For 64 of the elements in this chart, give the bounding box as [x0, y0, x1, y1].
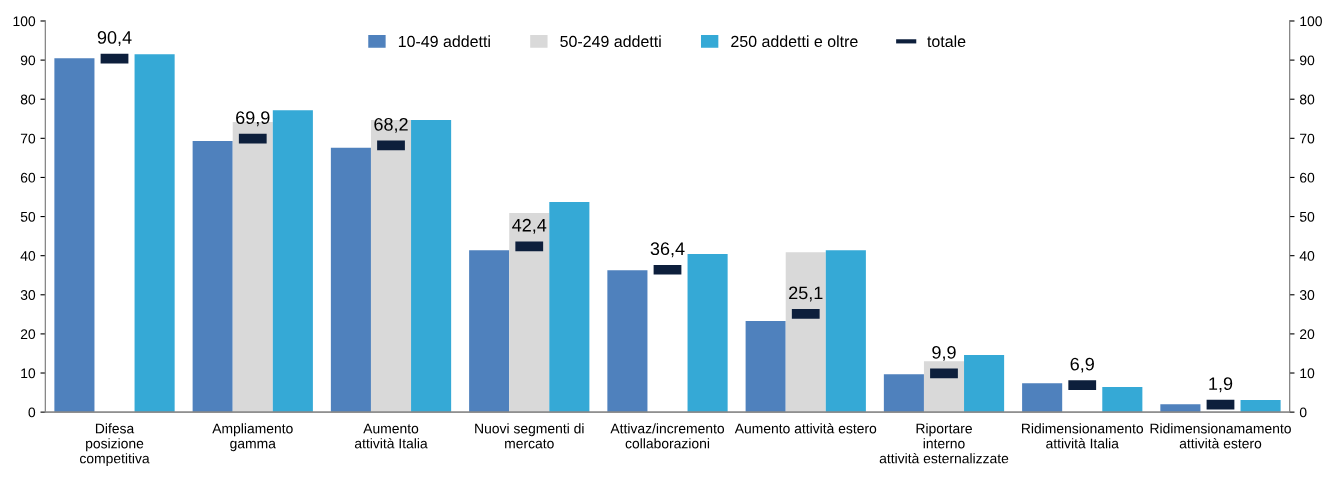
bar [745, 320, 786, 413]
data-label: 9,9 [932, 345, 956, 361]
x-tick-label: Nuovi segmenti di mercato [475, 423, 584, 449]
data-label: 6,9 [1070, 357, 1094, 373]
y-tick-label: 50 [20, 211, 36, 222]
bar [411, 119, 452, 413]
x-tick-label: Attivaz/incremento collaborazioni [610, 423, 725, 449]
y2-tick-label: 70 [1300, 133, 1315, 144]
bar [192, 141, 233, 413]
bar [825, 250, 866, 413]
y-tick-label: 60 [20, 172, 36, 183]
legend-label: 50-249 addetti [560, 35, 661, 48]
bar [549, 202, 590, 413]
x-tick-label: Aumento attività estero [734, 423, 877, 434]
legend-label: 250 addetti e oltre [731, 35, 858, 48]
y-tick-label: 20 [20, 329, 36, 340]
bar [607, 270, 648, 413]
y-tick-label: 90 [20, 55, 36, 66]
y2-tick-label: 60 [1300, 172, 1315, 183]
y2-tick-label: 50 [1299, 211, 1315, 222]
bar [272, 110, 313, 413]
y-tick-label: 100 [13, 16, 36, 27]
y2-tick-label: 40 [1299, 251, 1315, 261]
data-label: 25,1 [789, 286, 823, 302]
data-label: 42,4 [512, 218, 547, 234]
bar [964, 355, 1005, 413]
x-tick-label: Ampliamento gamma [212, 423, 293, 452]
data-label: 90,4 [97, 31, 132, 46]
x-tick-label: Ridimensionamamento attività estero [1150, 423, 1291, 449]
y-tick-label: 0 [28, 407, 36, 418]
data-label: 36,4 [650, 242, 685, 258]
x-tick-label: Ridimensionamento attività Italia [1022, 423, 1144, 449]
legend-label: 10-49 addetti [398, 35, 490, 48]
y-tick-label: 30 [20, 290, 36, 300]
data-label: 69,9 [236, 111, 270, 127]
legend-label: totale [927, 35, 966, 48]
bar [1240, 400, 1281, 413]
y2-tick-label: 20 [1300, 329, 1315, 340]
bar [785, 252, 826, 413]
y-tick-label: 10 [21, 368, 36, 379]
bar [370, 119, 412, 413]
y2-tick-label: 10 [1300, 368, 1315, 379]
y2-tick-label: 100 [1300, 16, 1322, 27]
bar [883, 374, 924, 413]
y2-tick-label: 90 [1299, 55, 1315, 66]
y-tick-label: 80 [20, 94, 36, 105]
y-tick-label: 40 [20, 251, 36, 261]
bar [469, 250, 510, 413]
y-tick-label: 70 [20, 133, 36, 144]
bar [54, 58, 95, 413]
x-tick-label: Difesa posizione competitiva [79, 423, 150, 467]
y2-tick-label: 80 [1299, 94, 1315, 105]
bar [687, 254, 728, 413]
data-label: 1,9 [1209, 377, 1233, 393]
data-label: 68,2 [374, 117, 408, 133]
bar [134, 54, 175, 413]
bar [1022, 383, 1063, 413]
x-tick-label: Riportare interno attività esternalizzate [879, 423, 1009, 464]
bar [1102, 387, 1143, 413]
y2-tick-label: 0 [1299, 407, 1307, 418]
y2-tick-label: 30 [1299, 290, 1315, 300]
bar [509, 213, 550, 413]
bar [330, 147, 371, 413]
x-tick-label: Aumento attività Italia [354, 423, 428, 449]
